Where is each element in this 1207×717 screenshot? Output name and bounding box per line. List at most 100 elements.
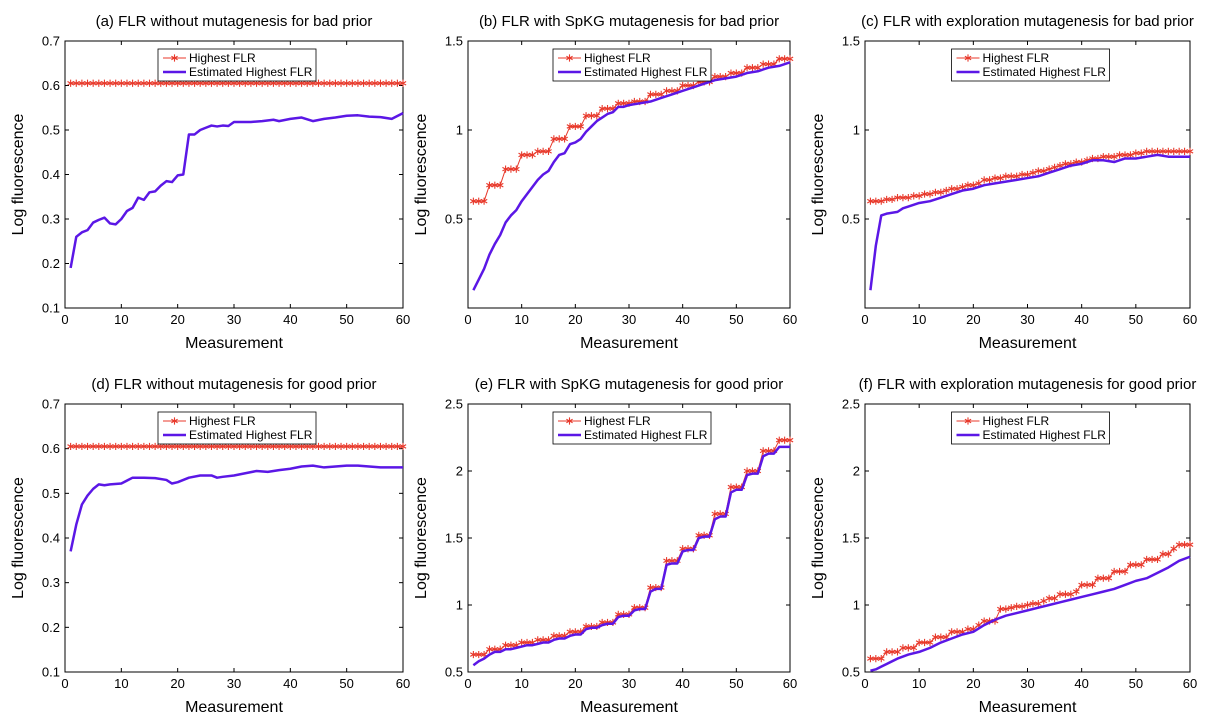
data-point-marker (1013, 602, 1021, 610)
data-point-marker (926, 190, 934, 198)
legend-entry: Estimated Highest FLR (584, 428, 708, 442)
data-point-marker (663, 87, 670, 95)
y-tick-label: 0.3 (42, 575, 60, 590)
data-point-marker (146, 442, 153, 451)
y-tick-label: 1.5 (842, 34, 860, 49)
data-point-marker (1045, 594, 1053, 602)
data-point-marker (371, 79, 379, 87)
x-tick-label: 20 (170, 312, 184, 327)
data-point-marker (604, 105, 611, 113)
data-point-marker (523, 151, 531, 159)
y-axis-label: Log fluorescence (810, 477, 827, 599)
data-point-marker (151, 442, 159, 451)
data-point-marker (743, 467, 751, 475)
y-tick-label: 2.5 (445, 397, 463, 412)
data-point-marker (883, 195, 891, 204)
x-tick-label: 60 (783, 676, 797, 691)
data-point-marker (320, 442, 328, 451)
data-point-marker (84, 442, 91, 451)
x-tick-label: 20 (568, 312, 582, 327)
x-tick-label: 20 (966, 312, 980, 327)
plot-area (864, 403, 1191, 673)
data-point-marker (475, 197, 483, 205)
data-point-marker (348, 79, 356, 87)
data-point-marker (1056, 590, 1064, 598)
data-point-marker (894, 194, 901, 202)
data-point-marker (371, 442, 379, 451)
data-point-marker (1094, 574, 1102, 582)
data-point-marker (894, 648, 901, 656)
data-point-marker (518, 151, 526, 159)
data-point-marker (332, 79, 339, 87)
data-point-marker (877, 197, 885, 205)
data-point-marker (1034, 167, 1042, 175)
data-point-marker (883, 648, 891, 656)
data-point-marker (910, 644, 918, 652)
y-tick-label: 0.4 (42, 531, 60, 546)
x-tick-label: 40 (283, 312, 297, 327)
y-tick-label: 0.5 (445, 212, 463, 227)
x-tick-label: 60 (783, 312, 797, 327)
data-point-marker (904, 644, 912, 652)
data-point-marker (937, 188, 945, 196)
data-point-marker (921, 190, 928, 198)
chart-panel-f: (f) FLR with exploration mutagenesis for… (810, 376, 1197, 716)
data-point-marker (507, 165, 515, 173)
data-point-marker (1137, 561, 1145, 569)
data-point-marker (365, 442, 373, 451)
data-point-marker (759, 60, 767, 68)
data-point-marker (365, 79, 373, 87)
data-point-marker (129, 79, 136, 87)
data-point-marker (1007, 172, 1015, 180)
data-point-marker (904, 194, 912, 202)
legend-box (951, 48, 1110, 82)
data-point-marker (1034, 600, 1042, 608)
data-point-marker (1099, 574, 1107, 582)
data-point-marker (1170, 147, 1178, 155)
x-tick-label: 10 (114, 312, 128, 327)
data-point-marker (786, 436, 794, 444)
data-point-marker (1089, 581, 1096, 589)
data-point-marker (571, 122, 579, 131)
data-point-marker (1018, 170, 1026, 179)
x-axis-label: Measurement (185, 335, 283, 352)
data-point-marker (326, 442, 334, 451)
data-point-marker (980, 617, 988, 625)
data-point-marker (545, 147, 552, 155)
x-tick-label: 60 (396, 312, 410, 327)
data-point-marker (561, 135, 568, 143)
chart-panel-e: (e) FLR with SpKG mutagenesis for good p… (413, 376, 797, 716)
data-point-marker (759, 447, 767, 455)
data-point-marker (393, 79, 401, 87)
data-point-marker (577, 122, 585, 131)
data-point-marker (315, 442, 322, 451)
x-tick-label: 50 (1129, 312, 1143, 327)
y-tick-label: 0.6 (42, 78, 60, 93)
data-point-marker (1170, 545, 1178, 553)
data-point-marker (1181, 147, 1188, 155)
data-point-marker (598, 105, 606, 113)
data-point-marker (566, 628, 574, 636)
data-point-marker (117, 442, 125, 451)
highest-flr-markers (469, 55, 794, 205)
x-tick-label: 30 (1020, 676, 1034, 691)
series-line-estimated-highest-flr (69, 464, 403, 552)
data-point-marker (663, 557, 670, 565)
x-tick-label: 10 (514, 312, 528, 327)
data-point-marker (343, 442, 351, 451)
data-point-marker (106, 79, 114, 87)
data-point-marker (872, 655, 880, 663)
y-axis-label: Log fluorescence (413, 113, 430, 235)
series-line-estimated-highest-flr (869, 153, 1190, 291)
data-point-marker (937, 633, 945, 641)
data-point-marker (915, 192, 923, 200)
data-point-marker (332, 442, 339, 451)
chart-title: (c) FLR with exploration mutagenesis for… (861, 13, 1194, 30)
data-point-marker (354, 442, 362, 451)
x-tick-label: 40 (675, 312, 689, 327)
y-tick-label: 0.3 (42, 212, 60, 227)
legend-entry: Highest FLR (584, 51, 651, 65)
x-tick-label: 60 (1183, 676, 1197, 691)
